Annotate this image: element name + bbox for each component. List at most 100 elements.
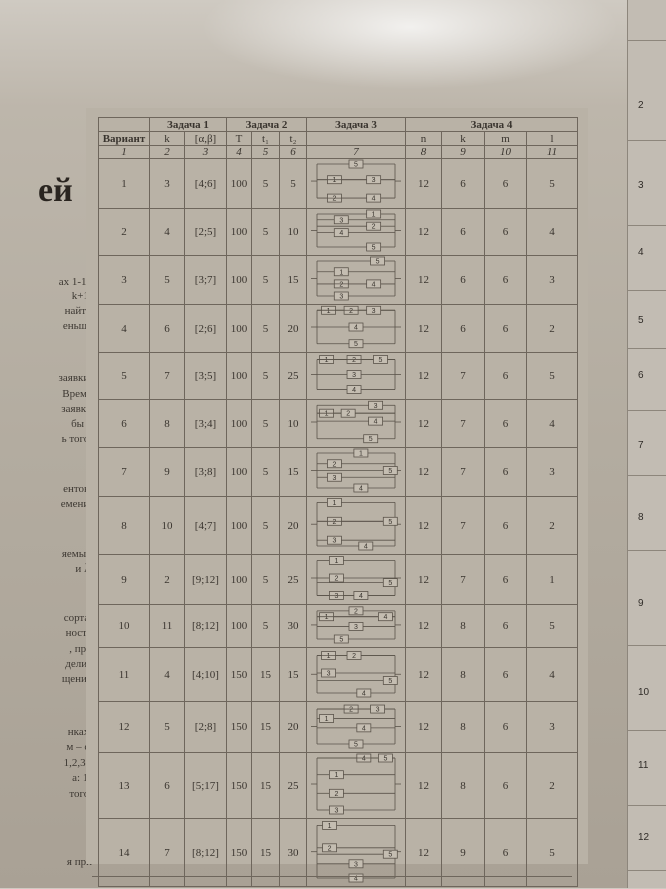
svg-text:1: 1 — [339, 269, 343, 276]
scheme-block: 5 — [378, 753, 393, 763]
left-page-text-fragment: 1,2,3). — [63, 757, 92, 769]
ruler-number: 11 — [638, 760, 649, 771]
table-cell: 7 — [441, 554, 485, 605]
scheme-block: 1 — [322, 821, 337, 830]
table-cell: 5 — [526, 352, 578, 400]
svg-text:1: 1 — [334, 772, 338, 779]
table-cell: 100 — [226, 604, 252, 648]
table-row: 1 3 [4;6] 100 5 5 1 2 3 4 5 12 6 6 5 — [98, 158, 578, 209]
svg-text:1: 1 — [372, 212, 376, 219]
table-cell: 5 — [251, 158, 280, 209]
table-cell: 6 — [484, 752, 527, 819]
column-header: k — [441, 131, 485, 146]
task3-header: Задача 3 — [306, 117, 406, 132]
table-cell: 6 — [484, 208, 527, 256]
left-page-text-fragment: ентов. — [63, 483, 92, 495]
table-cell: 6 — [441, 208, 485, 256]
table-cell: [2;5] — [184, 208, 227, 256]
table-cell: 8 — [98, 496, 150, 555]
reliability-scheme-diagram: 1 2 3 4 5 — [311, 651, 401, 698]
reliability-scheme-cell: 1 2 3 4 5 — [306, 399, 406, 448]
left-page-text-fragment: делие — [65, 658, 92, 670]
table-cell: 15 — [279, 447, 307, 497]
svg-text:2: 2 — [339, 281, 343, 288]
reliability-scheme-diagram: 1 2 3 4 5 — [311, 448, 401, 493]
svg-text:4: 4 — [362, 725, 366, 732]
svg-text:3: 3 — [352, 372, 356, 379]
left-page-text-fragment: заявки — [61, 403, 92, 415]
table-cell: 14 — [98, 818, 150, 887]
svg-text:5: 5 — [383, 756, 387, 763]
scheme-block: 4 — [356, 688, 372, 698]
left-page-text-fragment: я при — [66, 856, 92, 868]
reliability-scheme-diagram: 1 2 3 4 5 — [311, 355, 401, 394]
scheme-block: 1 — [333, 267, 349, 276]
table-cell: 5 — [251, 554, 280, 605]
svg-text:3: 3 — [339, 294, 343, 301]
table-cell: 8 — [441, 752, 485, 819]
reliability-scheme-diagram: 1 2 3 4 5 — [311, 159, 401, 203]
column-number: 2 — [149, 145, 185, 159]
svg-text:4: 4 — [372, 281, 376, 288]
scheme-block: 4 — [348, 322, 364, 332]
table-cell: 6 — [441, 158, 485, 209]
table-cell: 25 — [279, 554, 307, 605]
table-cell: [9;12] — [184, 554, 227, 605]
ruler-tick — [628, 410, 666, 411]
svg-text:2: 2 — [352, 653, 356, 660]
scheme-block: 4 — [356, 723, 372, 732]
table-cell: 15 — [251, 701, 280, 753]
group-header-row: Задача 1 Задача 2 Задача 3 Задача 4 — [98, 117, 578, 132]
scheme-block: 4 — [366, 279, 382, 288]
scheme-block: 3 — [321, 668, 336, 678]
table-cell: 100 — [226, 447, 252, 497]
table-cell: 3 — [526, 255, 578, 305]
svg-text:4: 4 — [383, 614, 387, 621]
scheme-block: 1 — [319, 714, 335, 723]
svg-text:2: 2 — [354, 608, 358, 615]
column-number: 7 — [306, 145, 406, 159]
table-cell: 15 — [251, 752, 280, 819]
scheme-block: 4 — [366, 193, 382, 203]
table-cell: 6 — [484, 352, 527, 400]
table-cell: 6 — [484, 554, 527, 605]
table-cell: 12 — [405, 447, 442, 497]
table-cell: 12 — [405, 304, 442, 353]
table-cell: 3 — [98, 255, 150, 305]
reliability-scheme-cell: 1 2 3 4 5 — [306, 752, 406, 819]
ruler-number: 2 — [638, 100, 644, 111]
table-row: 8 10 [4;7] 100 5 20 1 2 3 4 5 12 7 6 2 — [98, 496, 578, 555]
scheme-block: 2 — [328, 573, 344, 583]
table-row: 9 2 [9;12] 100 5 25 1 2 3 4 5 12 7 6 1 — [98, 554, 578, 605]
scheme-block: 3 — [333, 291, 349, 301]
table-cell: 12 — [405, 752, 442, 819]
table-cell: 6 — [484, 701, 527, 753]
svg-text:4: 4 — [362, 756, 366, 763]
table-cell: 10 — [149, 496, 185, 555]
svg-text:2: 2 — [332, 519, 336, 526]
scheme-block: 1 — [327, 497, 342, 507]
table-cell: 4 — [149, 208, 185, 256]
table-cell: 100 — [226, 158, 252, 209]
left-page-text-fragment: ность — [65, 627, 92, 639]
scheme-block: 3 — [327, 472, 342, 482]
table-row: 10 11 [8;12] 100 5 30 1 2 3 4 5 12 8 6 5 — [98, 604, 578, 648]
reliability-scheme-diagram: 1 2 3 4 5 — [311, 305, 401, 348]
svg-text:2: 2 — [332, 196, 336, 203]
table-cell: 100 — [226, 496, 252, 555]
svg-text:2: 2 — [372, 224, 376, 231]
table-cell: 4 — [526, 399, 578, 448]
table-row: 4 6 [2;6] 100 5 20 1 2 3 4 5 12 6 6 2 — [98, 304, 578, 353]
svg-text:2: 2 — [332, 461, 336, 468]
column-header: m — [484, 131, 527, 146]
table-cell: 8 — [441, 604, 485, 648]
table-cell: 13 — [98, 752, 150, 819]
table-cell: 5 — [251, 447, 280, 497]
table-cell: [4;7] — [184, 496, 227, 555]
table-cell: 12 — [98, 701, 150, 753]
svg-text:3: 3 — [374, 403, 378, 410]
ruler-tick — [628, 475, 666, 476]
column-header: t₂ — [279, 131, 307, 146]
scheme-block: 2 — [346, 651, 362, 660]
